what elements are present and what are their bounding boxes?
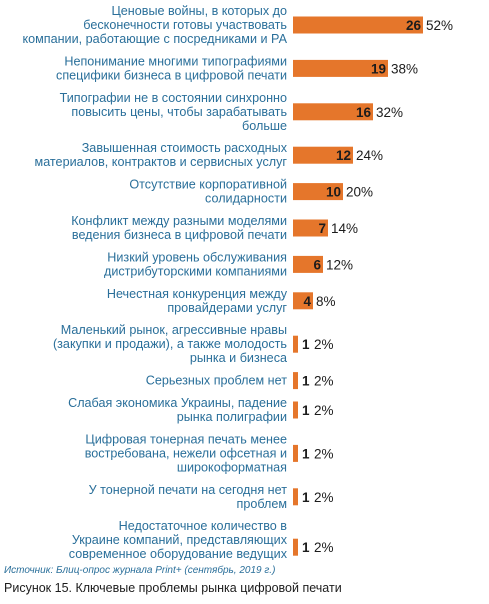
bar [293,538,298,556]
value-label: 1 [302,446,310,461]
bar [293,488,298,506]
value-label: 26 [406,18,422,33]
bar [293,16,423,34]
figure-caption: Рисунок 15. Ключевые проблемы рынка цифр… [4,581,342,595]
value-label: 1 [302,374,310,389]
percent-label: 2% [314,540,334,555]
bar [293,219,328,237]
category-label: Серьезных проблем нет [146,374,287,388]
category-label: Конфликт между разными моделями ведения б… [71,214,287,242]
percent-label: 52% [426,18,453,33]
bar [293,401,298,419]
value-label: 16 [356,105,372,120]
bar [293,372,298,390]
percent-label: 12% [326,257,353,272]
percent-label: 20% [346,185,373,200]
value-label: 1 [302,403,310,418]
percent-label: 2% [314,403,334,418]
category-label: Низкий уровень обслуживания дистрибуторск… [104,250,287,278]
bar [293,59,388,77]
value-label: 10 [326,185,341,200]
percent-label: 2% [314,374,334,389]
percent-label: 14% [331,221,358,236]
percent-label: 2% [314,446,334,461]
value-label: 1 [302,540,310,555]
percent-label: 8% [316,294,336,309]
category-label: Цифровая тонерная печать менее востребова… [85,432,287,474]
bar [293,335,298,353]
percent-label: 2% [314,337,334,352]
bar-chart: Ценовые войны, в которых до бесконечности… [22,4,453,560]
category-label: Слабая экономика Украины, падение рынка п… [68,396,287,424]
value-label: 19 [371,61,386,76]
percent-label: 38% [391,61,418,76]
percent-label: 24% [356,148,383,163]
bar [293,255,323,273]
value-label: 12 [336,148,351,163]
value-label: 1 [302,337,310,352]
value-label: 7 [318,221,326,236]
category-label: Непонимание многими типографиями специфик… [56,54,287,82]
category-label: Недостаточное количество в Украине компан… [69,519,288,560]
category-label: Ценовые войны, в которых до бесконечности… [22,4,287,46]
source-note: Источник: Блиц-опрос журнала Print+ (сен… [4,565,276,576]
bar [293,292,313,310]
value-label: 4 [303,294,311,309]
bar [293,103,373,121]
bar [293,183,343,201]
category-label: Завышенная стоимость расходных материалов… [35,141,288,169]
category-label: Отсутствие корпоративной солидарности [129,178,287,206]
category-label: Маленький рынок, агрессивные нравы (закуп… [53,323,287,365]
value-label: 1 [302,490,310,505]
value-label: 6 [313,257,321,272]
percent-label: 32% [376,105,403,120]
bar [293,444,298,462]
category-label: Типографии не в состоянии синхронно повыс… [60,91,288,133]
category-label: Нечестная конкуренция между провайдерами … [107,287,288,315]
bar [293,146,353,164]
category-label: У тонерной печати на сегодня нет проблем [89,483,288,511]
percent-label: 2% [314,490,334,505]
